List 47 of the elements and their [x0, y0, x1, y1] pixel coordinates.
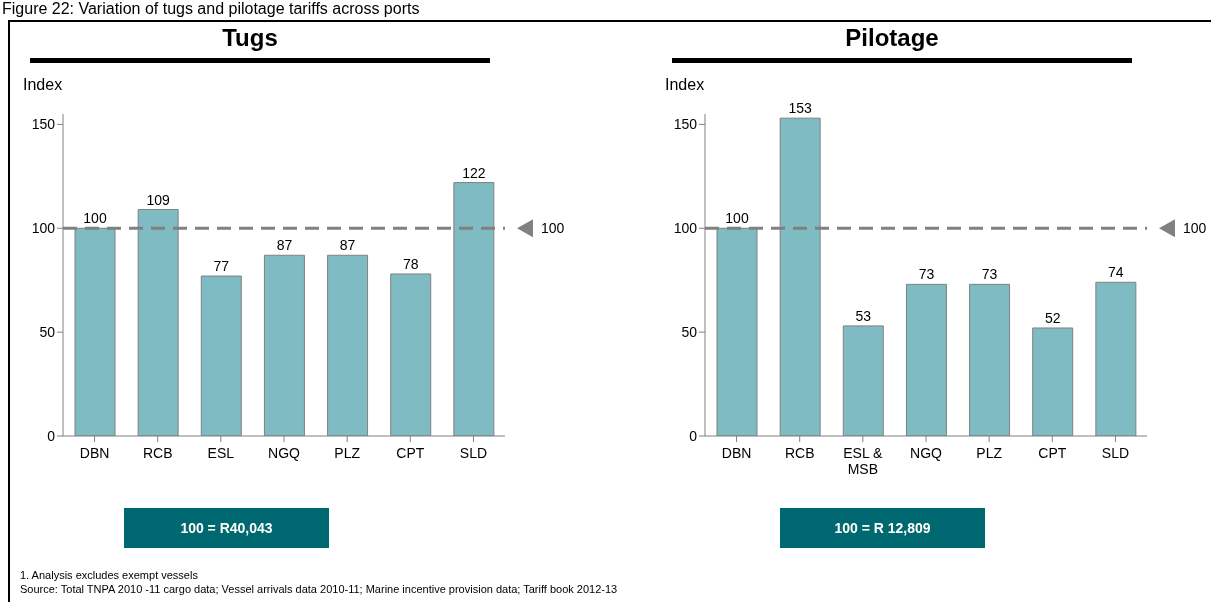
- data-label: 53: [855, 307, 872, 324]
- data-label: 74: [1108, 264, 1124, 281]
- y-tick-label: 0: [47, 427, 56, 444]
- ref-line-label: 100: [541, 220, 565, 237]
- x-tick-label: RCB: [784, 445, 815, 461]
- chart-title: Pilotage: [844, 24, 940, 52]
- data-label: 87: [276, 237, 293, 254]
- y-tick-label: 50: [39, 324, 56, 341]
- x-tick-label: ESL & MSB: [843, 445, 884, 477]
- ref-line-label: 100: [1183, 220, 1207, 237]
- x-tick-label: NGQ: [910, 445, 943, 461]
- chart-title: Tugs: [221, 24, 279, 52]
- text: 1. Analysis excludes exempt vessels: [20, 568, 199, 582]
- text: 100 = R40,043: [124, 508, 329, 548]
- text: 100 = R 12,809: [780, 508, 985, 548]
- x-tick-label: SLD: [459, 445, 488, 461]
- y-tick-label: 0: [689, 427, 698, 444]
- y-tick-label: 150: [31, 116, 56, 133]
- data-label: 109: [146, 191, 171, 208]
- data-label: 122: [462, 164, 486, 181]
- x-tick-label: NGQ: [268, 445, 301, 461]
- data-label: 100: [83, 210, 107, 227]
- y-tick-label: 50: [681, 324, 698, 341]
- data-label: 87: [339, 237, 356, 254]
- y-axis-title: Index: [665, 76, 705, 94]
- x-tick-label: DBN: [721, 445, 752, 461]
- x-tick-label: RCB: [142, 445, 173, 461]
- y-axis-title: Index: [23, 76, 63, 94]
- data-label: 52: [1044, 309, 1061, 326]
- data-label: 73: [918, 266, 935, 283]
- x-tick-label: CPT: [396, 445, 425, 461]
- x-tick-label: CPT: [1038, 445, 1067, 461]
- data-label: 73: [981, 266, 998, 283]
- y-tick-label: 150: [673, 116, 698, 133]
- x-tick-label: PLZ: [334, 445, 361, 461]
- source-note: Source: Total TNPA 2010 -11 cargo data; Vessel arrivals data 2010-11; Marine incentive provision data; Tariff book 2012-13: [20, 582, 618, 596]
- y-tick-label: 100: [673, 220, 698, 237]
- x-tick-label: SLD: [1101, 445, 1130, 461]
- data-label: 153: [788, 100, 813, 117]
- data-label: 100: [725, 210, 749, 227]
- x-tick-label: PLZ: [976, 445, 1003, 461]
- y-tick-label: 100: [31, 220, 56, 237]
- caption: Figure 22: Variation of tugs and pilotage tariffs across ports: [2, 0, 420, 18]
- x-tick-label: DBN: [79, 445, 110, 461]
- data-label: 77: [213, 258, 230, 275]
- x-tick-label: ESL: [207, 445, 235, 461]
- data-label: 78: [402, 255, 419, 272]
